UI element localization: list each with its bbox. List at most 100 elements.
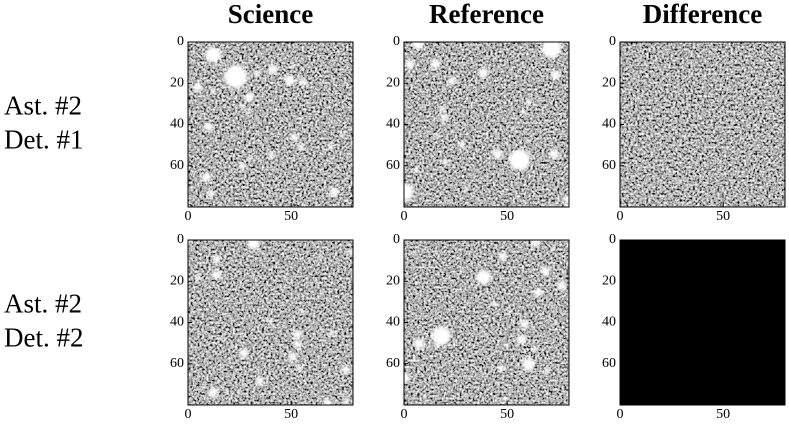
star [549, 149, 559, 160]
y-tick-label: 20 [170, 75, 184, 90]
star [239, 348, 249, 358]
x-tick-label: 0 [617, 209, 624, 224]
star [290, 133, 299, 142]
star [242, 383, 247, 388]
star [208, 387, 219, 398]
star [244, 92, 255, 103]
star [458, 141, 466, 149]
image-panel [188, 42, 353, 207]
star [516, 334, 527, 345]
image-noise [620, 42, 785, 207]
star [239, 103, 246, 110]
star [530, 240, 541, 247]
star [238, 162, 246, 170]
star [247, 240, 260, 250]
x-tick-label: 0 [617, 407, 624, 422]
row-label: Ast. #2 [4, 289, 82, 319]
star [340, 131, 346, 137]
column-title: Reference [429, 0, 544, 29]
star [207, 190, 215, 198]
star [412, 357, 417, 362]
image-panel [620, 240, 785, 405]
y-tick-label: 40 [602, 117, 616, 132]
x-tick-label: 50 [716, 407, 730, 422]
star [439, 105, 446, 112]
star [551, 246, 556, 252]
star [564, 203, 569, 207]
y-tick-label: 20 [170, 273, 184, 288]
star [414, 338, 425, 350]
star [284, 75, 295, 86]
y-tick-label: 0 [177, 232, 184, 247]
star [498, 252, 507, 261]
star [231, 344, 235, 349]
x-tick-label: 50 [716, 209, 730, 224]
star [224, 390, 229, 395]
star [404, 185, 413, 196]
y-tick-label: 60 [386, 158, 400, 173]
star [224, 65, 248, 89]
y-tick-label: 60 [170, 158, 184, 173]
star [188, 240, 192, 244]
x-tick-label: 50 [500, 407, 514, 422]
star [430, 59, 441, 69]
image-noise [404, 240, 569, 405]
star [451, 129, 455, 133]
star [540, 266, 551, 277]
y-tick-label: 60 [602, 158, 616, 173]
star [268, 152, 275, 159]
star [290, 63, 295, 69]
star [405, 59, 415, 70]
star [484, 131, 489, 136]
x-tick-label: 0 [401, 209, 408, 224]
star [414, 281, 419, 285]
star [525, 98, 533, 106]
y-tick-label: 60 [170, 356, 184, 371]
y-tick-label: 40 [386, 117, 400, 132]
star [296, 364, 303, 371]
star [436, 132, 441, 138]
star [320, 336, 324, 340]
y-tick-label: 40 [170, 117, 184, 132]
star [267, 318, 273, 325]
y-tick-label: 40 [602, 315, 616, 330]
x-tick-label: 50 [500, 209, 514, 224]
star [298, 78, 305, 85]
y-tick-label: 20 [386, 273, 400, 288]
star [413, 251, 417, 255]
y-tick-label: 20 [602, 75, 616, 90]
star [476, 270, 491, 285]
star [422, 394, 427, 399]
y-tick-label: 0 [177, 34, 184, 49]
star [528, 139, 532, 143]
x-tick-label: 50 [284, 407, 298, 422]
star [193, 82, 203, 92]
image-panel [188, 240, 353, 405]
column-title: Difference [643, 0, 762, 29]
star [327, 143, 334, 150]
star [288, 353, 298, 362]
star [342, 397, 350, 405]
star [283, 276, 288, 281]
y-tick-label: 20 [386, 75, 400, 90]
star [490, 300, 497, 307]
y-tick-label: 0 [393, 34, 400, 49]
star [543, 367, 550, 374]
star [497, 364, 505, 372]
star [478, 68, 489, 78]
star [210, 88, 216, 94]
star [348, 249, 353, 256]
image-fill [620, 240, 785, 405]
star [293, 340, 302, 349]
star [533, 287, 543, 297]
star [529, 290, 533, 295]
image-panel [620, 42, 785, 207]
x-tick-label: 0 [185, 209, 192, 224]
star [203, 122, 213, 131]
image-panel [404, 240, 569, 405]
star [519, 319, 529, 329]
star [268, 64, 278, 75]
star [504, 341, 509, 347]
star [447, 76, 457, 85]
